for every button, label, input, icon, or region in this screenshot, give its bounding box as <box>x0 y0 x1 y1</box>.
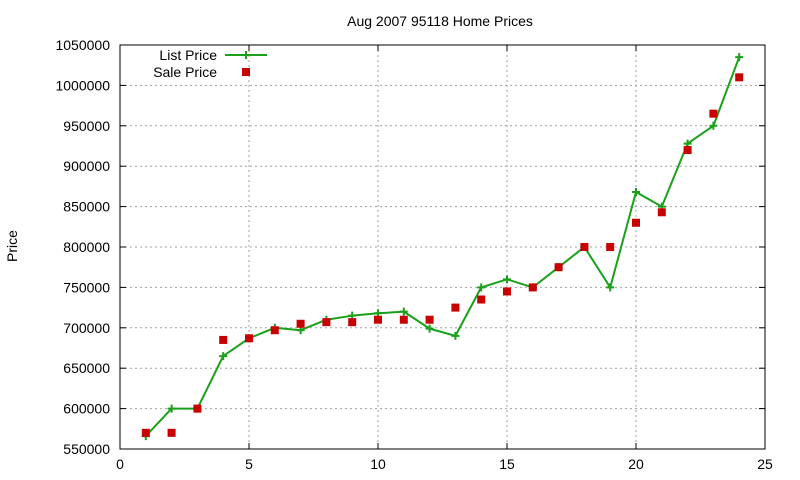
data-point <box>167 404 176 413</box>
data-point <box>503 287 511 296</box>
x-tick-label: 25 <box>757 456 773 472</box>
data-point <box>348 318 357 327</box>
legend-marker <box>242 51 250 59</box>
y-tick-label: 550000 <box>63 441 110 457</box>
data-point <box>606 243 615 251</box>
data-point <box>270 326 279 335</box>
chart-title: Aug 2007 95118 Home Prices <box>347 13 533 29</box>
data-point <box>322 318 331 327</box>
axis-ticks: 0 5 10 15 20 25 550000 600000 650000 700000 750000… <box>55 37 773 472</box>
legend-label: List Price <box>159 47 217 63</box>
series-layer <box>141 53 744 441</box>
x-tick-label: 10 <box>370 456 386 472</box>
data-point <box>477 283 486 292</box>
legend-label: Sale Price <box>153 64 217 80</box>
y-tick-label: 900000 <box>63 158 110 174</box>
x-tick-label: 20 <box>628 456 644 472</box>
data-point <box>554 263 563 272</box>
x-tick-label: 15 <box>499 456 515 472</box>
grid <box>120 45 765 449</box>
data-point <box>632 218 640 227</box>
y-tick-label: 700000 <box>63 320 110 336</box>
data-point <box>709 109 718 118</box>
data-point <box>425 315 434 324</box>
legend-marker <box>242 68 250 76</box>
data-point <box>219 352 228 361</box>
data-point <box>683 146 692 155</box>
data-point <box>451 331 460 340</box>
series-0 <box>141 53 744 441</box>
data-point <box>657 208 666 217</box>
data-point <box>141 428 150 437</box>
y-tick-label: 1050000 <box>55 37 110 53</box>
y-tick-label: 950000 <box>63 118 110 134</box>
data-point <box>399 307 408 316</box>
data-point <box>245 334 253 343</box>
data-point <box>451 303 460 312</box>
data-point <box>425 324 434 333</box>
x-tick-label: 0 <box>116 456 124 472</box>
series-1 <box>141 73 744 437</box>
y-tick-label: 1000000 <box>55 77 110 93</box>
series-line <box>145 56 741 437</box>
y-axis-label: Price <box>4 230 20 262</box>
data-point <box>632 188 640 197</box>
data-point <box>193 404 202 413</box>
y-tick-label: 600000 <box>63 401 110 417</box>
data-point <box>580 243 589 251</box>
y-tick-label: 850000 <box>63 199 110 215</box>
data-point <box>296 319 305 328</box>
data-point <box>219 335 228 344</box>
data-point <box>167 428 176 437</box>
data-point <box>528 283 537 292</box>
data-point <box>503 275 511 284</box>
x-tick-label: 5 <box>245 456 253 472</box>
data-point <box>735 73 744 82</box>
data-point <box>606 283 615 292</box>
data-point <box>399 315 408 324</box>
data-point <box>709 121 718 130</box>
y-tick-label: 650000 <box>63 360 110 376</box>
y-tick-label: 750000 <box>63 279 110 295</box>
y-tick-label: 800000 <box>63 239 110 255</box>
data-point <box>477 295 486 304</box>
data-point <box>735 53 744 62</box>
data-point <box>374 315 382 324</box>
